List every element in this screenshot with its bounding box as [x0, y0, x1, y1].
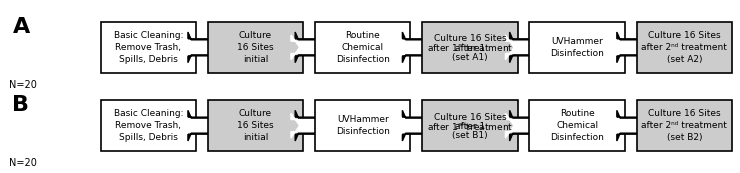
- Text: Routine
Chemical
Disinfection: Routine Chemical Disinfection: [336, 31, 390, 64]
- FancyArrow shape: [617, 110, 638, 141]
- FancyArrow shape: [295, 110, 317, 141]
- FancyArrow shape: [188, 110, 209, 141]
- FancyArrow shape: [505, 113, 533, 138]
- Text: UVHammer
Disinfection: UVHammer Disinfection: [551, 37, 604, 58]
- FancyBboxPatch shape: [529, 22, 625, 73]
- Text: after 1$^{st}$ treatment: after 1$^{st}$ treatment: [427, 42, 513, 54]
- Text: Routine
Chemical
Disinfection: Routine Chemical Disinfection: [551, 109, 604, 142]
- FancyArrow shape: [184, 113, 212, 138]
- FancyArrow shape: [403, 110, 424, 141]
- Text: Culture
16 Sites
initial: Culture 16 Sites initial: [238, 31, 274, 64]
- FancyArrow shape: [505, 35, 533, 60]
- Text: Basic Cleaning:
Remove Trash,
Spills, Debris: Basic Cleaning: Remove Trash, Spills, De…: [113, 109, 183, 142]
- FancyArrow shape: [613, 35, 640, 60]
- FancyArrow shape: [398, 35, 426, 60]
- FancyBboxPatch shape: [423, 100, 518, 151]
- FancyArrow shape: [617, 32, 638, 63]
- Text: after 1: after 1: [455, 44, 485, 53]
- Text: Culture
16 Sites
initial: Culture 16 Sites initial: [238, 109, 274, 142]
- Text: UVHammer
Disinfection: UVHammer Disinfection: [336, 115, 390, 136]
- FancyArrow shape: [613, 113, 640, 138]
- FancyBboxPatch shape: [423, 22, 518, 73]
- FancyBboxPatch shape: [529, 100, 625, 151]
- Text: Culture 16 Sites
after 2ⁿᵈ treatment
(set B2): Culture 16 Sites after 2ⁿᵈ treatment (se…: [642, 109, 727, 142]
- FancyBboxPatch shape: [101, 100, 196, 151]
- Text: after 1$^{st}$ treatment: after 1$^{st}$ treatment: [427, 120, 513, 133]
- FancyBboxPatch shape: [101, 22, 196, 73]
- Text: Culture 16 Sites: Culture 16 Sites: [434, 113, 506, 122]
- FancyArrow shape: [291, 35, 319, 60]
- FancyBboxPatch shape: [208, 100, 303, 151]
- Text: A: A: [13, 17, 30, 37]
- FancyArrow shape: [295, 32, 317, 63]
- Text: after 1: after 1: [455, 122, 485, 131]
- FancyArrow shape: [403, 32, 424, 63]
- FancyBboxPatch shape: [636, 100, 732, 151]
- Text: (set A1): (set A1): [452, 53, 488, 62]
- Text: N=20: N=20: [9, 80, 36, 90]
- FancyArrow shape: [510, 32, 531, 63]
- Text: Culture 16 Sites
after 2ⁿᵈ treatment
(set A2): Culture 16 Sites after 2ⁿᵈ treatment (se…: [642, 31, 727, 64]
- FancyArrow shape: [188, 32, 209, 63]
- Text: B: B: [13, 95, 30, 115]
- Text: N=20: N=20: [9, 158, 36, 168]
- Text: Basic Cleaning:
Remove Trash,
Spills, Debris: Basic Cleaning: Remove Trash, Spills, De…: [113, 31, 183, 64]
- FancyArrow shape: [510, 110, 531, 141]
- FancyArrow shape: [398, 113, 426, 138]
- FancyBboxPatch shape: [315, 100, 411, 151]
- FancyBboxPatch shape: [315, 22, 411, 73]
- FancyBboxPatch shape: [636, 22, 732, 73]
- FancyArrow shape: [184, 35, 212, 60]
- Text: (set B1): (set B1): [452, 131, 488, 140]
- FancyBboxPatch shape: [208, 22, 303, 73]
- FancyArrow shape: [291, 113, 319, 138]
- Text: Culture 16 Sites: Culture 16 Sites: [434, 34, 506, 43]
